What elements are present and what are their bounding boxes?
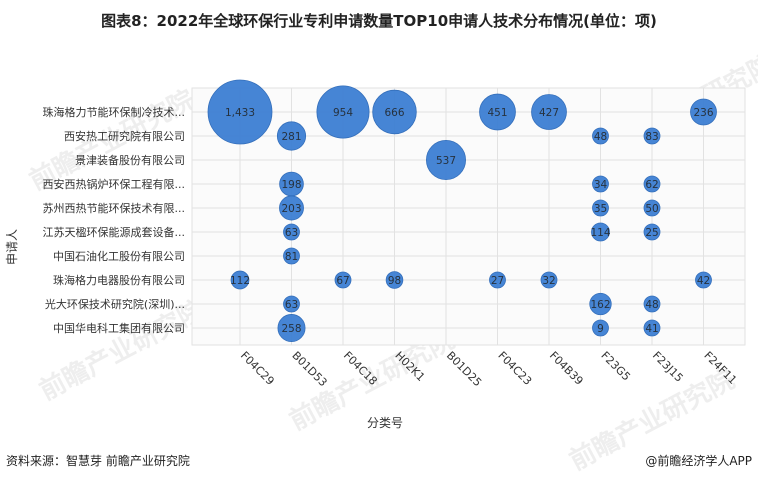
bubble-label: 427 — [539, 107, 559, 119]
bubble-label: 537 — [436, 155, 456, 167]
brand-label: @前瞻经济学人APP — [645, 454, 752, 468]
bubble-label: 63 — [285, 227, 298, 239]
bubble — [690, 98, 717, 126]
bubble-label: 32 — [542, 275, 555, 287]
bubble-label: 1,433 — [225, 107, 255, 119]
bubble-label: 281 — [281, 131, 301, 143]
bubble — [316, 85, 370, 139]
bubble-label: 41 — [645, 323, 658, 335]
bubble-label: 258 — [281, 323, 301, 335]
bubble — [489, 271, 506, 289]
bubble — [279, 195, 304, 221]
bubble-label: 50 — [645, 203, 658, 215]
x-tick-label: B01D53 — [289, 349, 329, 389]
bubble-label: 25 — [645, 227, 658, 239]
x-axis-title: 分类号 — [367, 416, 403, 430]
bubble — [230, 270, 250, 290]
bubble — [592, 127, 609, 145]
x-tick-label: B01D25 — [444, 349, 484, 389]
x-tick-label: F04C23 — [495, 349, 534, 388]
bubble — [540, 271, 558, 289]
bubble — [334, 271, 352, 289]
y-tick-label: 西安西热锅炉环保工程有限... — [43, 177, 186, 191]
bubble — [643, 127, 661, 145]
x-tick-label: F23G5 — [598, 349, 633, 384]
plot-area — [191, 87, 746, 346]
bubble-label: 198 — [281, 179, 301, 191]
y-tick-label: 苏州西热节能环保技术有限... — [43, 201, 186, 215]
bubble — [643, 319, 661, 337]
bubble — [591, 222, 610, 242]
bubble — [479, 93, 516, 131]
bubble-label: 42 — [697, 275, 710, 287]
bubble — [277, 314, 306, 342]
bubble-label: 62 — [645, 179, 658, 191]
bubble — [385, 271, 404, 289]
bubble — [589, 292, 612, 316]
bubble — [643, 295, 661, 313]
bubble — [592, 319, 609, 337]
bubble-label: 954 — [333, 107, 353, 119]
bubble-label: 112 — [230, 275, 250, 287]
bubble-label: 67 — [336, 275, 349, 287]
bubble-label: 162 — [590, 299, 610, 311]
bubble — [283, 247, 300, 265]
bubble — [426, 140, 466, 180]
bubble-label: 81 — [285, 251, 298, 263]
y-tick-label: 光大环保技术研究院(深圳)... — [45, 297, 185, 311]
bubble — [592, 199, 609, 217]
bubble — [531, 94, 567, 130]
chart-title: 图表8：2022年全球环保行业专利申请数量TOP10申请人技术分布情况(单位：项… — [101, 12, 657, 30]
bubble-label: 114 — [590, 227, 610, 239]
bubble — [643, 223, 661, 241]
y-tick-label: 江苏天楹环保能源成套设备... — [43, 225, 186, 239]
bubble-label: 35 — [594, 203, 607, 215]
bubble-label: 236 — [693, 107, 713, 119]
bubble — [592, 175, 609, 193]
source-note: 资料来源：智慧芽 前瞻产业研究院 — [6, 454, 190, 468]
bubble — [276, 121, 307, 151]
bubble-label: 451 — [487, 107, 507, 119]
x-tick-label: H02K1 — [392, 349, 427, 384]
bubble-label: 83 — [645, 131, 658, 143]
bubble — [643, 199, 661, 217]
bubble-label: 666 — [384, 107, 404, 119]
y-tick-label: 珠海格力节能环保制冷技术... — [43, 105, 186, 119]
x-tick-label: F04C18 — [341, 349, 380, 388]
bubble — [372, 89, 417, 135]
x-tick-label: F04B39 — [547, 349, 586, 388]
bubble-label: 203 — [281, 203, 301, 215]
bubble — [207, 79, 273, 145]
bubble-label: 9 — [597, 323, 604, 335]
bubble-label: 48 — [645, 299, 658, 311]
bubble-label: 48 — [594, 131, 607, 143]
bubble — [643, 175, 661, 193]
y-tick-label: 景津装备股份有限公司 — [75, 153, 185, 167]
bubble — [283, 295, 300, 313]
bubble-label: 63 — [285, 299, 298, 311]
x-tick-label: F24F11 — [701, 349, 739, 387]
bubble-label: 34 — [594, 179, 608, 191]
x-tick-label: F04C29 — [238, 349, 277, 388]
bubble — [695, 271, 712, 289]
x-tick-label: F23J15 — [650, 349, 686, 385]
y-tick-label: 中国华电科工集团有限公司 — [53, 321, 185, 335]
bubble-label: 98 — [388, 275, 401, 287]
y-tick-label: 珠海格力电器股份有限公司 — [53, 273, 185, 287]
y-tick-label: 西安热工研究院有限公司 — [64, 129, 185, 143]
y-tick-label: 中国石油化工股份有限公司 — [53, 249, 185, 263]
bubble-label: 27 — [491, 275, 504, 287]
y-axis-title: 申请人 — [5, 229, 19, 265]
bubble — [283, 223, 300, 241]
